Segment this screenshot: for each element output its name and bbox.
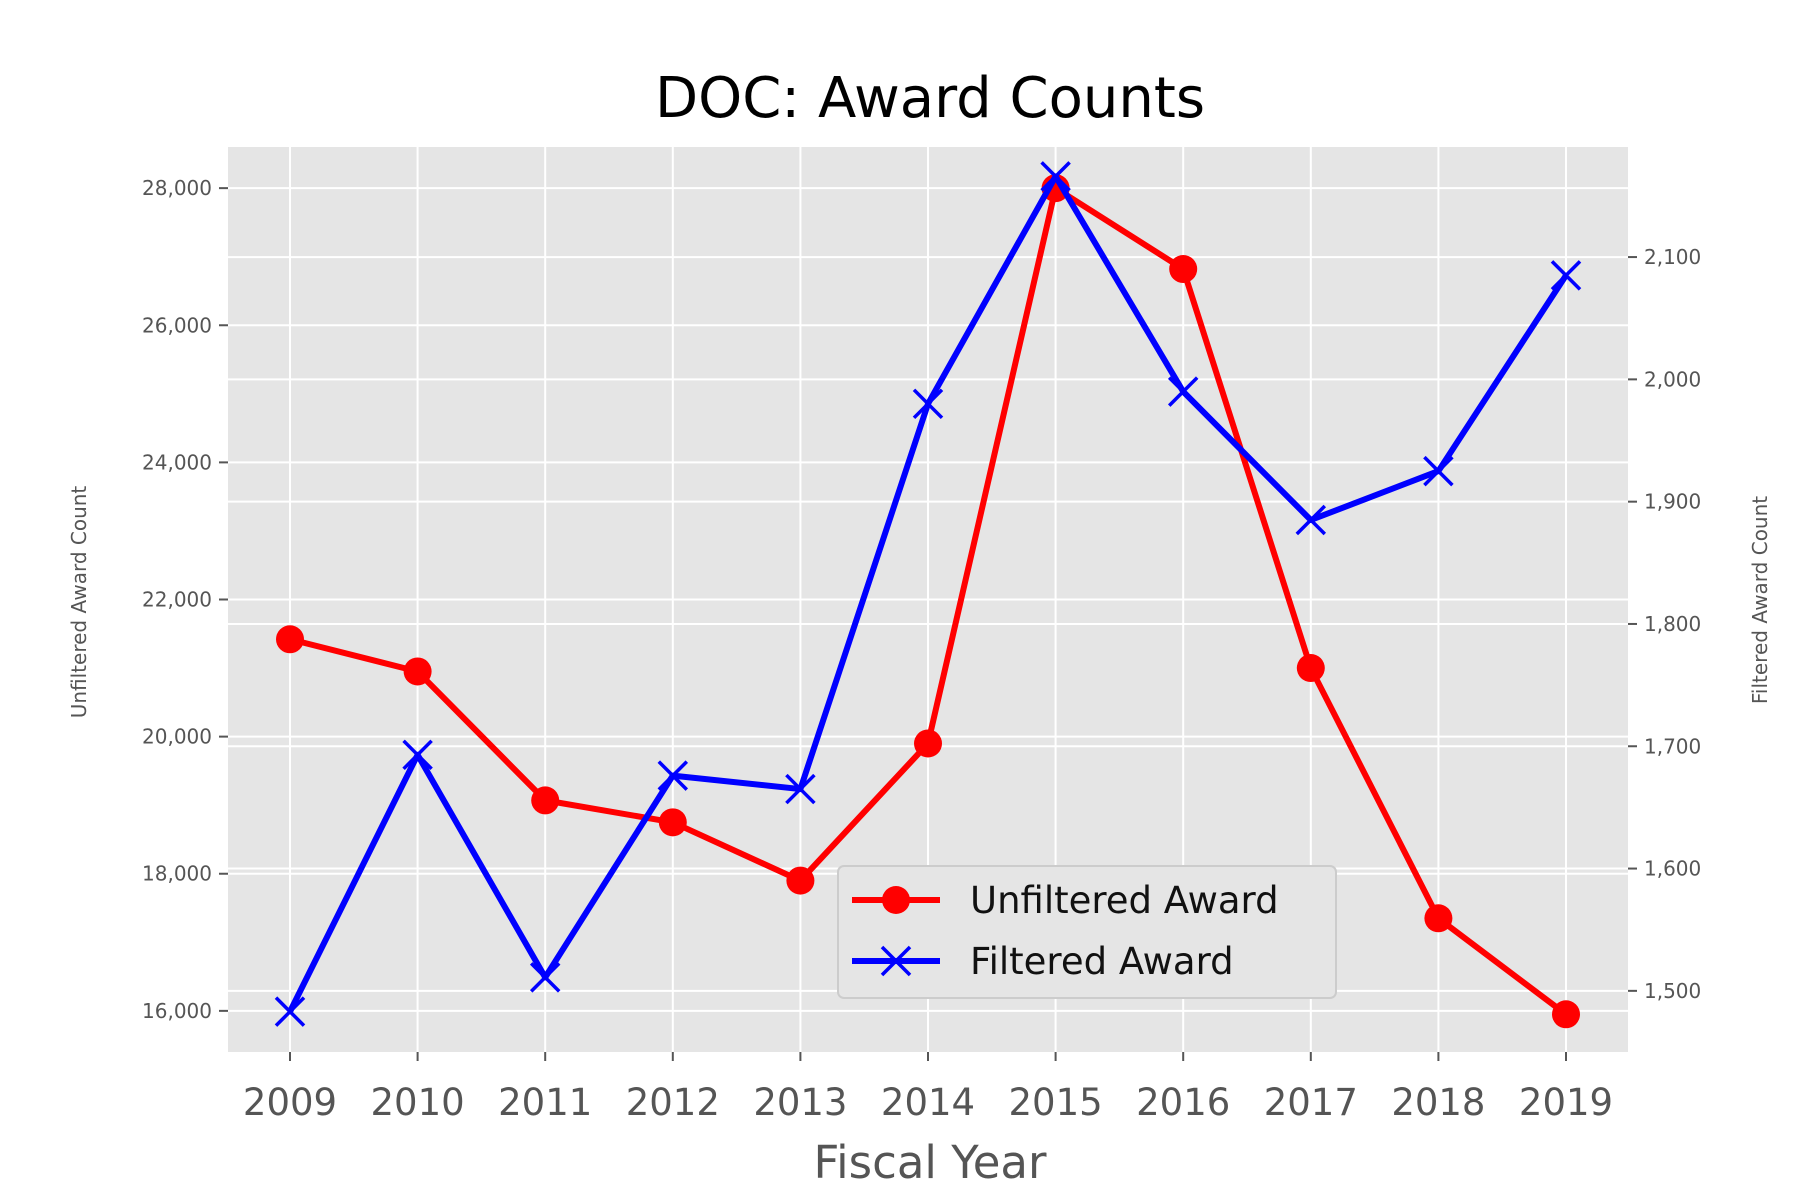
legend-box bbox=[837, 865, 1337, 999]
y-right-tick-label: 1,900 bbox=[1644, 490, 1701, 514]
legend-item: Filtered Award bbox=[852, 940, 1234, 983]
series-2-point-b bbox=[912, 388, 944, 420]
y-right-tick-label: 1,600 bbox=[1644, 857, 1701, 881]
series-1-point bbox=[786, 866, 815, 895]
legend-item: Unfiltered Award bbox=[852, 879, 1279, 922]
legend-swatch-marker-b bbox=[880, 945, 912, 977]
series-2-point-b bbox=[1040, 161, 1071, 192]
legend-items: Unfiltered Award Filtered Award bbox=[852, 879, 1279, 983]
x-tick-label: 2013 bbox=[753, 1081, 847, 1124]
series-1-point bbox=[531, 786, 560, 815]
y-right-tick-label: 2,100 bbox=[1644, 245, 1701, 269]
x-tick-label: 2014 bbox=[881, 1081, 975, 1124]
series-2-point-b bbox=[529, 962, 561, 993]
legend-label: Filtered Award bbox=[970, 940, 1234, 983]
y-axis-left-label: Unfiltered Award Count bbox=[67, 486, 91, 719]
x-tick-label: 2016 bbox=[1136, 1081, 1230, 1124]
x-tick-label: 2010 bbox=[371, 1081, 465, 1124]
series-1-point bbox=[914, 729, 942, 758]
series-1-point bbox=[276, 625, 304, 654]
y-axis-right-label: Filtered Award Count bbox=[1748, 496, 1772, 704]
y-left-tick-label: 18,000 bbox=[142, 862, 212, 886]
series-1-point bbox=[1552, 1000, 1580, 1029]
series-2-point-b bbox=[274, 996, 306, 1027]
legend-label: Unfiltered Award bbox=[970, 879, 1279, 922]
y-left-tick-label: 24,000 bbox=[142, 450, 212, 474]
x-axis-label: Fiscal Year bbox=[814, 1136, 1047, 1189]
series-2-point-b bbox=[1423, 455, 1454, 487]
series-2-point-b bbox=[1550, 260, 1582, 291]
series-1 bbox=[276, 174, 1580, 1029]
series-2 bbox=[274, 161, 1582, 1027]
y-left-tick-label: 20,000 bbox=[142, 725, 212, 749]
x-tick-label: 2012 bbox=[626, 1081, 720, 1124]
series-1-point bbox=[403, 657, 432, 686]
y-right-tick-label: 1,500 bbox=[1644, 979, 1701, 1003]
legend-swatch-marker bbox=[882, 886, 910, 914]
series-1-point bbox=[1169, 255, 1198, 284]
series-1-point bbox=[1296, 654, 1325, 683]
y-right-tick-label: 2,000 bbox=[1644, 367, 1701, 391]
series-2-point-b bbox=[402, 739, 433, 771]
y-right-tick-label: 1,700 bbox=[1644, 734, 1701, 758]
grid-lines bbox=[228, 147, 1628, 1052]
legend: Unfiltered Award Filtered Award bbox=[837, 865, 1337, 999]
series-2-point-b bbox=[1167, 376, 1199, 407]
y-right-tick-label: 1,800 bbox=[1644, 612, 1701, 636]
y-left-tick-label: 16,000 bbox=[142, 999, 212, 1023]
y-left-tick-label: 22,000 bbox=[142, 588, 212, 612]
x-tick-label: 2019 bbox=[1519, 1081, 1613, 1124]
series-2-point-b bbox=[657, 760, 689, 791]
x-tick-label: 2011 bbox=[498, 1081, 592, 1124]
series-1-point bbox=[658, 808, 687, 837]
series-2-point-b bbox=[785, 773, 816, 805]
axis-ticks: 2009 2010 2011 2012 2013 2014 2015 2016 2017 2018… bbox=[142, 176, 1701, 1124]
series-layer bbox=[274, 161, 1582, 1029]
x-tick-label: 2009 bbox=[243, 1081, 337, 1124]
x-tick-label: 2018 bbox=[1391, 1081, 1485, 1124]
x-tick-label: 2015 bbox=[1009, 1081, 1103, 1124]
x-tick-label: 2017 bbox=[1264, 1081, 1358, 1124]
y-left-tick-label: 26,000 bbox=[142, 313, 212, 337]
series-2-point-b bbox=[1295, 504, 1327, 536]
series-1-point bbox=[1424, 904, 1453, 933]
y-left-tick-label: 28,000 bbox=[142, 176, 212, 200]
chart-title: DOC: Award Counts bbox=[655, 66, 1205, 131]
